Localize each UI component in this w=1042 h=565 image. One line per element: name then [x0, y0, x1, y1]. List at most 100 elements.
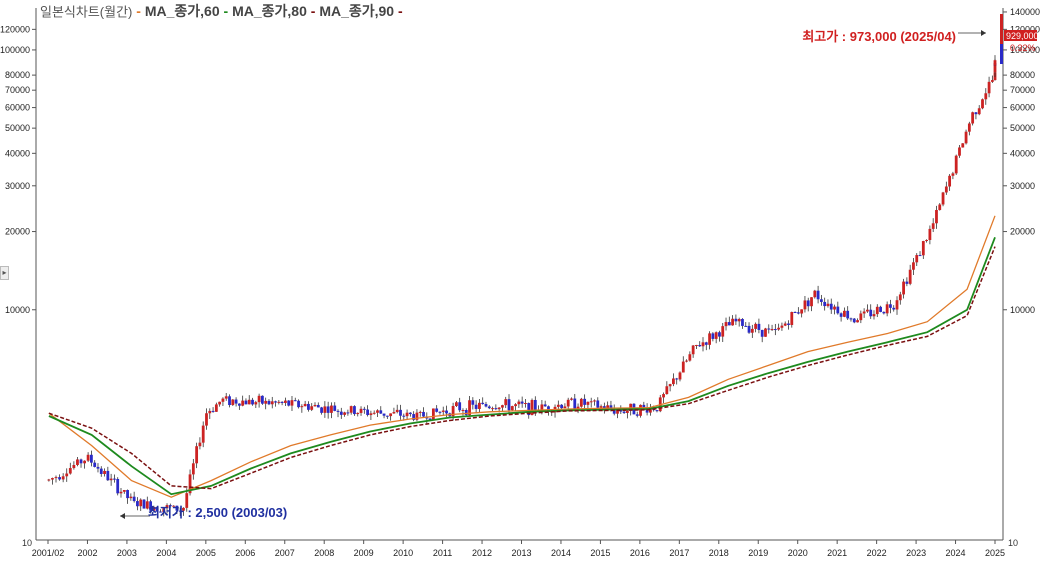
candle-down: [573, 398, 577, 410]
candle-up: [935, 209, 938, 224]
candle-down: [428, 418, 432, 421]
candle-down: [353, 406, 356, 415]
candle-down: [823, 301, 827, 307]
left-tick-label: 80000: [5, 70, 30, 80]
candle-up: [323, 406, 327, 413]
candle-up: [803, 300, 807, 310]
candle-down: [905, 281, 909, 284]
candle-down: [507, 399, 511, 411]
candle-up: [724, 322, 728, 327]
candle-up: [369, 413, 373, 416]
candle-up: [247, 399, 251, 405]
candle-up: [300, 406, 304, 408]
candle-up: [681, 361, 685, 373]
candle-up: [510, 406, 514, 411]
candle-up: [415, 412, 419, 420]
x-tick-label: 2021: [827, 548, 847, 558]
candle-up: [454, 402, 458, 407]
candle-down: [583, 398, 587, 405]
candle-down: [422, 411, 425, 417]
candle-up: [993, 60, 997, 66]
candle-up: [750, 328, 754, 333]
candle-down: [274, 401, 277, 403]
candle-up: [928, 228, 932, 240]
candle-up: [688, 354, 692, 361]
candle-up: [987, 81, 991, 94]
candle-down: [773, 329, 777, 331]
candle-down: [385, 415, 389, 417]
candle-up: [856, 320, 859, 323]
candle-up: [912, 262, 915, 270]
candle-down: [251, 399, 254, 405]
candle-down: [149, 501, 152, 511]
expand-panel-arrow-icon[interactable]: ▸: [0, 266, 9, 280]
candle-down: [307, 403, 310, 410]
candle-up: [925, 239, 929, 242]
candle-up: [349, 406, 353, 413]
candle-up: [915, 255, 919, 263]
candle-up: [389, 413, 393, 417]
candle-down: [836, 306, 840, 314]
candle-up: [395, 409, 399, 413]
candle-up: [691, 345, 695, 355]
candle-up: [616, 409, 619, 414]
x-tick-label: 2010: [393, 548, 413, 558]
candle-up: [921, 241, 925, 256]
candle-up: [737, 318, 741, 322]
candle-down: [816, 290, 820, 300]
candle-up: [964, 131, 968, 144]
candle-up: [356, 412, 360, 415]
candle-down: [520, 401, 524, 404]
candle-up: [310, 406, 314, 410]
candle-down: [747, 325, 751, 333]
candle-up: [714, 332, 718, 339]
candle-down: [320, 407, 323, 413]
left-tick-label: 30000: [5, 181, 30, 191]
candle-up: [221, 398, 225, 402]
candle-down: [132, 496, 136, 502]
candle-up: [109, 478, 113, 481]
candle-down: [494, 408, 498, 410]
candle-down: [79, 459, 83, 464]
candle-up: [754, 323, 758, 329]
candle-down: [408, 412, 412, 415]
candle-down: [464, 409, 468, 416]
candle-up: [599, 406, 603, 408]
x-tick-label: 2004: [156, 548, 176, 558]
candle-up: [731, 318, 735, 326]
candle-down: [113, 478, 116, 480]
x-tick-label: 2008: [314, 548, 334, 558]
candle-up: [566, 399, 570, 407]
candle-down: [741, 318, 744, 326]
candle-down: [560, 404, 564, 409]
candle-down: [399, 409, 402, 416]
candle-up: [514, 404, 517, 407]
candle-down: [635, 414, 639, 416]
candle-up: [224, 396, 228, 399]
candle-down: [178, 510, 182, 512]
candle-up: [185, 493, 189, 508]
candle-up: [780, 325, 784, 328]
right-tick-label: 30000: [1010, 181, 1035, 191]
candle-up: [145, 501, 149, 509]
candle-down: [458, 402, 462, 411]
candle-up: [944, 186, 948, 193]
candle-up: [431, 408, 435, 421]
candle-up: [501, 405, 504, 408]
candle-down: [297, 400, 300, 408]
candle-down: [445, 410, 448, 414]
candle-down: [869, 309, 873, 317]
x-tick-label: 2024: [946, 548, 966, 558]
candle-down: [382, 413, 386, 416]
candle-up: [777, 327, 781, 330]
candle-up: [954, 155, 958, 174]
x-tick-label: 2009: [354, 548, 374, 558]
candle-down: [849, 318, 853, 320]
candle-down: [366, 409, 370, 416]
x-tick-label: 2025: [985, 548, 1005, 558]
candle-up: [990, 80, 994, 82]
candle-up: [119, 491, 123, 494]
candle-down: [175, 505, 179, 511]
candle-down: [234, 399, 238, 404]
